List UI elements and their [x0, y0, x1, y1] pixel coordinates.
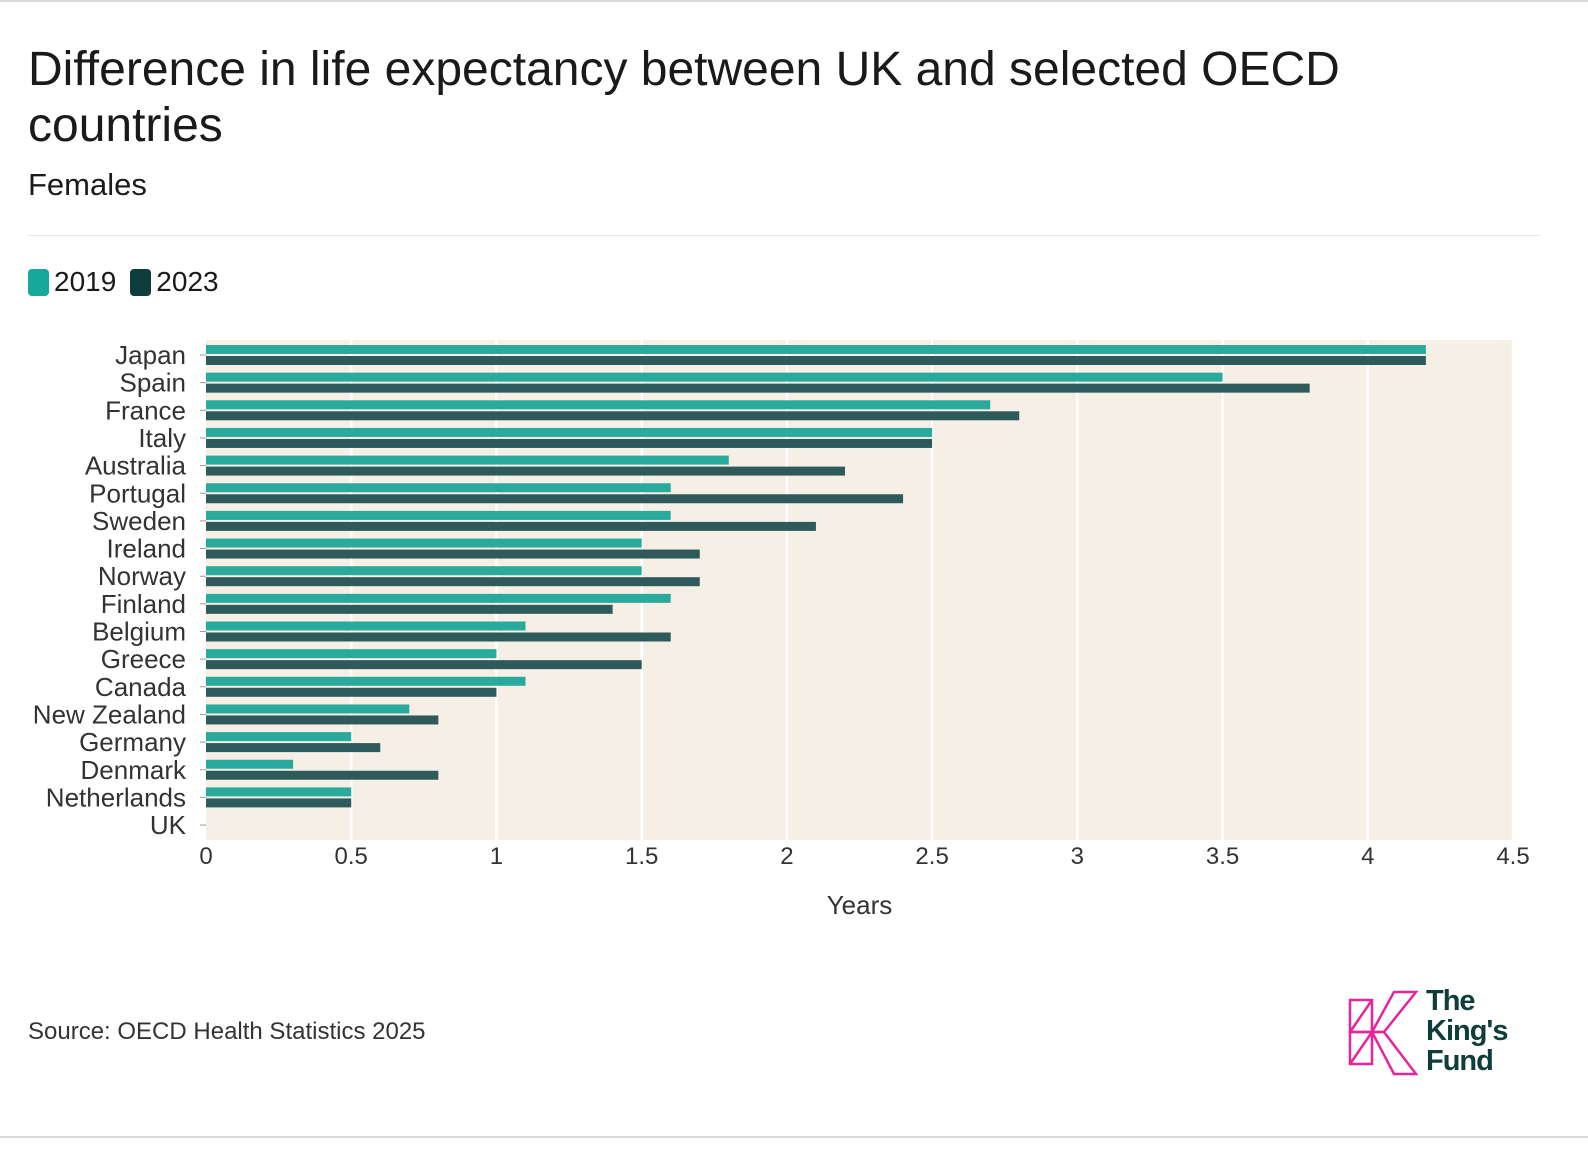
- bar-2019: [206, 732, 352, 742]
- x-tick-label: 0.5: [335, 843, 368, 870]
- bar-2019: [206, 704, 410, 714]
- logo-line-1: The: [1426, 985, 1476, 1017]
- bar-2019: [206, 427, 933, 437]
- logo-wordmark: The King's Fund: [1426, 985, 1508, 1077]
- header-divider: [28, 235, 1540, 236]
- x-tick-label: 0: [199, 843, 212, 870]
- bar-2023: [206, 743, 381, 753]
- category-label: Denmark: [81, 755, 187, 785]
- category-label: Canada: [95, 672, 187, 702]
- bar-2023: [206, 660, 642, 670]
- category-label: Italy: [138, 423, 186, 453]
- x-tick-label: 4.5: [1496, 843, 1529, 870]
- bar-2023: [206, 356, 1426, 365]
- category-label: Sweden: [92, 506, 186, 536]
- x-tick-label: 1.5: [625, 843, 658, 870]
- bar-2023: [206, 770, 439, 780]
- category-label: Belgium: [92, 617, 186, 647]
- category-label: Ireland: [107, 534, 187, 564]
- bar-2023: [206, 411, 1020, 421]
- category-label: UK: [150, 810, 187, 840]
- x-axis-label: Years: [827, 890, 893, 920]
- bar-2023: [206, 494, 904, 504]
- bar-2019: [206, 483, 671, 493]
- bar-2023: [206, 577, 700, 587]
- chart-subtitle: Females: [28, 167, 147, 202]
- bar-2023: [206, 632, 671, 642]
- legend-label-2019: 2019: [54, 266, 117, 297]
- category-label: Norway: [98, 561, 186, 591]
- bar-2019: [206, 372, 1223, 382]
- category-label: Australia: [85, 451, 187, 481]
- category-label: Portugal: [89, 478, 186, 508]
- bar-2019: [206, 455, 729, 465]
- bar-2023: [206, 604, 613, 614]
- chart-title: Difference in life expectancy between UK…: [28, 43, 1340, 152]
- legend-item-2019[interactable]: 2019: [28, 266, 116, 298]
- kings-fund-k-icon: [1348, 990, 1419, 1076]
- bar-2019: [206, 566, 642, 576]
- category-label: Finland: [101, 589, 186, 619]
- bar-2023: [206, 466, 845, 476]
- bar-2019: [206, 676, 526, 686]
- bar-2023: [206, 549, 700, 559]
- bar-chart: 0 0.5 1 1.5 2 2.5 3 3.5 4 4.5 JapanSpainFranceItal…: [33, 340, 1530, 920]
- bar-2019: [206, 787, 352, 797]
- plot-background: [206, 340, 1513, 840]
- logo-line-3: Fund: [1426, 1045, 1494, 1077]
- x-tick-label: 2.5: [915, 843, 948, 870]
- bar-2019: [206, 759, 294, 769]
- bar-2023: [206, 438, 933, 448]
- bottom-border: [0, 1136, 1588, 1138]
- bar-2019: [206, 538, 642, 548]
- bar-2019: [206, 593, 671, 603]
- bar-2023: [206, 521, 816, 531]
- x-tick-label: 3.5: [1206, 843, 1239, 870]
- category-label: Greece: [101, 644, 186, 674]
- kings-fund-logo: The King's Fund: [1346, 984, 1526, 1080]
- top-border: [0, 0, 1588, 2]
- bar-2019: [206, 345, 1426, 354]
- bar-2023: [206, 687, 497, 697]
- legend-swatch-2023: [130, 268, 152, 296]
- category-label: Spain: [120, 368, 187, 398]
- legend-item-2023[interactable]: 2023: [130, 266, 219, 298]
- category-label: France: [105, 395, 186, 425]
- bar-2023: [206, 715, 439, 725]
- bar-2019: [206, 649, 497, 659]
- bar-2023: [206, 798, 352, 808]
- bar-2023: [206, 383, 1310, 393]
- category-label: Germany: [79, 727, 186, 757]
- logo-line-2: King's: [1426, 1015, 1508, 1047]
- x-tick-label: 1: [490, 843, 503, 870]
- legend-label-2023: 2023: [156, 266, 219, 297]
- source-note: Source: OECD Health Statistics 2025: [28, 1018, 426, 1045]
- x-tick-label: 2: [780, 843, 793, 870]
- category-label: Japan: [115, 340, 186, 370]
- bar-2019: [206, 510, 671, 520]
- legend: 2019 2023: [28, 264, 233, 300]
- category-label: New Zealand: [33, 699, 186, 729]
- x-tick-label: 4: [1361, 843, 1374, 870]
- bar-2019: [206, 621, 526, 631]
- category-label: Netherlands: [46, 782, 186, 812]
- legend-swatch-2019: [28, 268, 49, 296]
- bar-2019: [206, 400, 991, 410]
- x-tick-label: 3: [1071, 843, 1084, 870]
